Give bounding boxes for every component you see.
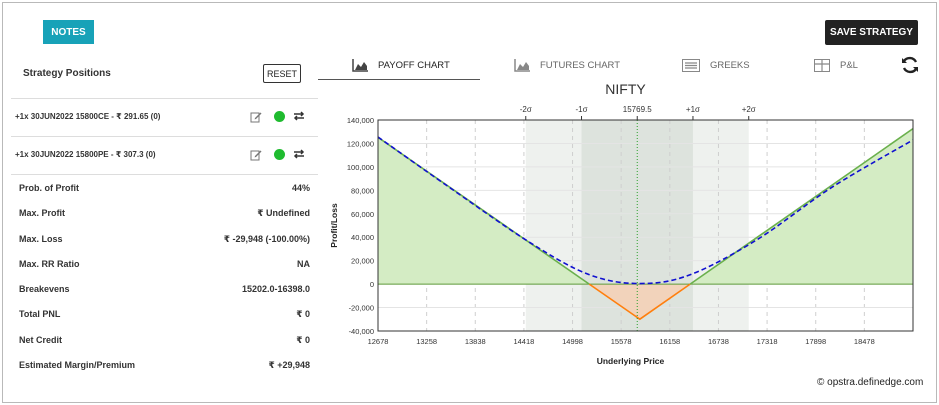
today-line: [377, 136, 914, 285]
stat-label: Prob. of Profit: [19, 183, 79, 193]
y-axis-label: Profit/Loss: [329, 203, 339, 248]
y-tick-label: 20,000: [351, 257, 374, 266]
y-tick-label: 80,000: [351, 186, 374, 195]
tab-label: PAYOFF CHART: [378, 59, 450, 71]
list-icon: [682, 58, 700, 72]
refresh-icon[interactable]: [900, 55, 920, 75]
tab-label: FUTURES CHART: [540, 59, 621, 71]
position-row: +1x 30JUN2022 15800CE - ₹ 291.65 (0): [11, 98, 318, 134]
x-tick-label: 16158: [659, 337, 680, 346]
expiry-loss-line: [588, 283, 691, 321]
stat-value: ₹ Undefined: [257, 208, 310, 219]
table-icon: [814, 58, 830, 72]
tab-greeks[interactable]: GREEKS: [682, 50, 750, 80]
stat-max-loss: Max. Loss ₹ -29,948 (-100.00%): [11, 226, 318, 251]
payoff-chart: NIFTY -2σ -1σ 15769.5 +1σ +2σ 12678 13258 13838 1…: [329, 82, 914, 366]
stat-label: Max. RR Ratio: [19, 258, 80, 269]
expiry-profit-line-right: [689, 127, 914, 285]
stat-value: 44%: [291, 183, 310, 193]
active-toggle[interactable]: [274, 149, 285, 160]
swap-icon[interactable]: [292, 147, 306, 161]
active-toggle[interactable]: [274, 111, 285, 122]
position-label: +1x 30JUN2022 15800PE - ₹ 307.3 (0): [15, 150, 156, 159]
x-tick-label: 17318: [757, 337, 778, 346]
strategy-positions-title: Strategy Positions: [23, 68, 111, 79]
x-axis-label: Underlying Price: [597, 356, 665, 366]
stat-max-rr-ratio: Max. RR Ratio NA: [11, 251, 318, 276]
credit-text: © opstra.definedge.com: [817, 377, 924, 388]
swap-icon[interactable]: [292, 109, 306, 123]
edit-icon[interactable]: [250, 111, 262, 123]
stat-value: ₹ 0: [296, 334, 310, 345]
stat-value: ₹ 0: [296, 309, 310, 320]
area-chart-icon: [352, 58, 368, 72]
x-tick-label: 17898: [805, 337, 826, 346]
position-row: +1x 30JUN2022 15800PE - ₹ 307.3 (0): [11, 136, 318, 172]
stat-label: Total PNL: [19, 309, 61, 320]
stat-label: Estimated Margin/Premium: [19, 360, 136, 371]
area-chart-icon: [514, 58, 530, 72]
tab-futures-chart[interactable]: FUTURES CHART: [514, 50, 620, 80]
stat-label: Max. Profit: [19, 208, 66, 219]
tab-label: P&L: [840, 59, 858, 71]
plot-border: [377, 119, 914, 332]
x-tick-label: 14418: [513, 337, 534, 346]
stat-net-credit: Net Credit ₹ 0: [11, 327, 318, 352]
y-tick-label: 60,000: [351, 210, 374, 219]
chart-tabs: PAYOFF CHART FUTURES CHART GREEKS P&L: [318, 50, 937, 82]
y-tick-label: 40,000: [351, 233, 374, 242]
sigma-label: +1σ: [686, 105, 700, 114]
y-tick-label: 120,000: [347, 139, 374, 148]
chart-title: NIFTY: [605, 82, 646, 97]
stat-value: NA: [297, 258, 310, 269]
stat-label: Breakevens: [19, 284, 70, 295]
stat-breakevens: Breakevens 15202.0-16398.0: [11, 276, 318, 301]
x-tick-label: 16738: [708, 337, 729, 346]
save-strategy-button[interactable]: SAVE STRATEGY: [825, 20, 918, 45]
position-label: +1x 30JUN2022 15800CE - ₹ 291.65 (0): [15, 112, 161, 121]
sigma-label: -1σ: [575, 105, 587, 114]
strategy-panel: [11, 50, 318, 380]
edit-icon[interactable]: [250, 149, 262, 161]
loss-area: [589, 284, 691, 320]
stat-prob-of-profit: Prob. of Profit 44%: [11, 175, 318, 200]
tab-payoff-chart[interactable]: PAYOFF CHART: [352, 50, 450, 80]
y-tick-label: 100,000: [347, 163, 374, 172]
x-tick-label: 13258: [416, 337, 437, 346]
notes-button[interactable]: NOTES: [43, 20, 94, 44]
sigma-label: 15769.5: [623, 105, 652, 114]
y-tick-label: 140,000: [347, 116, 374, 125]
stat-total-pnl: Total PNL ₹ 0: [11, 301, 318, 326]
stat-label: Net Credit: [19, 334, 63, 345]
reset-button[interactable]: RESET: [263, 64, 301, 83]
tab-pnl[interactable]: P&L: [814, 50, 858, 80]
tab-label: GREEKS: [710, 59, 750, 71]
x-tick-label: 14998: [562, 337, 583, 346]
active-tab-indicator: [318, 79, 480, 80]
x-tick-label: 13838: [465, 337, 486, 346]
stat-value: 15202.0-16398.0: [241, 284, 310, 295]
x-tick-label: 18478: [854, 337, 875, 346]
stat-value: ₹ +29,948: [268, 360, 310, 371]
y-tick-label: 0: [370, 280, 374, 289]
sigma-label: +2σ: [742, 105, 756, 114]
stat-label: Max. Loss: [19, 233, 63, 244]
strategy-stats: Prob. of Profit 44% Max. Profit ₹ Undefine…: [11, 174, 318, 377]
stat-value: ₹ -29,948 (-100.00%): [223, 233, 310, 244]
stat-max-profit: Max. Profit ₹ Undefined: [11, 200, 318, 225]
x-tick-label: 12678: [368, 337, 389, 346]
y-tick-label: -40,000: [349, 327, 374, 336]
sigma-label: -2σ: [520, 105, 532, 114]
stat-estimated-margin: Estimated Margin/Premium ₹ +29,948: [11, 352, 318, 377]
x-tick-label: 15578: [611, 337, 632, 346]
y-tick-label: -20,000: [349, 304, 374, 313]
